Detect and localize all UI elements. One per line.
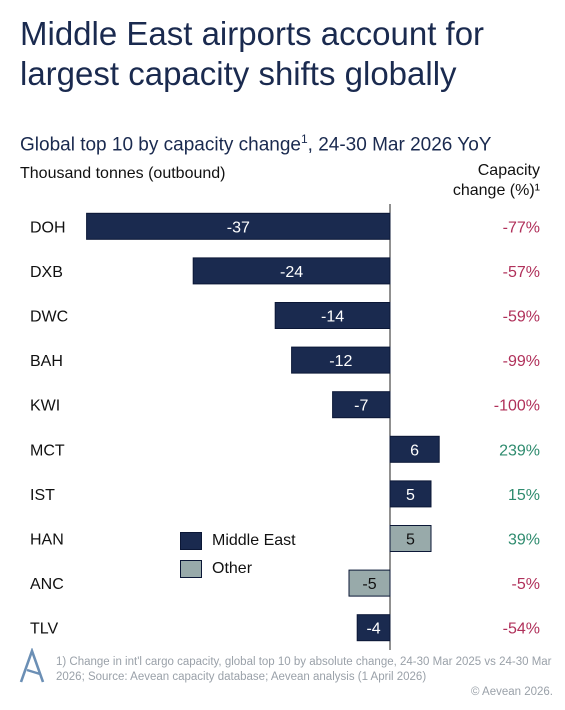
capacity-change-header: Capacity change (%)¹ xyxy=(420,161,540,201)
value-label-doh: -37 xyxy=(227,219,250,236)
chart-title-line-1: Middle East airports account for xyxy=(20,15,485,52)
value-label-dwc: -14 xyxy=(321,309,344,326)
copyright: © Aevean 2026. xyxy=(470,686,553,698)
category-label-dxb: DXB xyxy=(30,264,63,281)
value-label-bah: -12 xyxy=(329,353,352,370)
category-label-han: HAN xyxy=(30,532,64,549)
capacity-change-bah: -99% xyxy=(503,353,540,370)
bar-bah xyxy=(291,346,391,374)
capacity-change-han: 39% xyxy=(508,532,540,549)
category-label-ist: IST xyxy=(30,487,55,504)
value-label-anc: -5 xyxy=(362,576,376,593)
capacity-change-header-line-1: Capacity xyxy=(477,162,540,179)
footnote: 1) Change in int'l cargo capacity, globa… xyxy=(56,656,552,683)
legend-label-middle-east: Middle East xyxy=(212,532,296,549)
bar-anc xyxy=(348,569,391,597)
value-label-ist: 5 xyxy=(406,487,415,504)
subtitle-period: , 24-30 Mar 2026 YoY xyxy=(307,134,492,156)
category-label-doh: DOH xyxy=(30,219,66,236)
legend-label-other: Other xyxy=(212,560,253,577)
value-label-tlv: -4 xyxy=(366,621,380,638)
capacity-change-ist: 15% xyxy=(508,487,540,504)
company-logo-icon xyxy=(19,648,45,683)
value-label-han: 5 xyxy=(406,532,415,549)
bar-kwi xyxy=(332,391,391,419)
subtitle-footnote-mark: 1 xyxy=(300,132,308,146)
value-label-dxb: -24 xyxy=(280,264,303,281)
category-label-bah: BAH xyxy=(30,353,63,370)
bar-ist xyxy=(389,480,432,508)
bar-doh xyxy=(86,212,391,240)
category-label-kwi: KWI xyxy=(30,398,60,415)
value-label-kwi: -7 xyxy=(354,398,368,415)
unit-label: Thousand tonnes (outbound) xyxy=(20,165,226,182)
chart-title-line-2: largest capacity shifts globally xyxy=(20,55,457,92)
capacity-change-dwc: -59% xyxy=(503,309,540,326)
capacity-change-kwi: -100% xyxy=(494,398,540,415)
subtitle-main: Global top 10 by capacity change xyxy=(20,134,301,156)
category-label-anc: ANC xyxy=(30,576,64,593)
value-label-mct: 6 xyxy=(410,442,419,459)
chart-subtitle: Global top 10 by capacity change1, 24-30… xyxy=(20,132,560,156)
bar-dxb xyxy=(192,257,391,285)
capacity-change-header-line-2: change (%)¹ xyxy=(452,182,540,199)
category-label-mct: MCT xyxy=(30,442,65,459)
bar-tlv xyxy=(356,614,391,642)
bar-han xyxy=(389,525,432,552)
bar-mct xyxy=(389,435,440,463)
capacity-change-dxb: -57% xyxy=(503,264,540,281)
category-label-dwc: DWC xyxy=(30,309,68,326)
category-label-tlv: TLV xyxy=(30,621,58,638)
legend-swatch-middle-east xyxy=(180,532,202,550)
capacity-change-tlv: -54% xyxy=(503,621,540,638)
capacity-change-doh: -77% xyxy=(503,219,540,236)
capacity-change-anc: -5% xyxy=(512,576,540,593)
legend-swatch-other xyxy=(180,560,202,578)
capacity-change-mct: 239% xyxy=(499,442,540,459)
chart-title: Middle East airports account for largest… xyxy=(20,14,555,94)
bar-dwc xyxy=(274,302,391,329)
